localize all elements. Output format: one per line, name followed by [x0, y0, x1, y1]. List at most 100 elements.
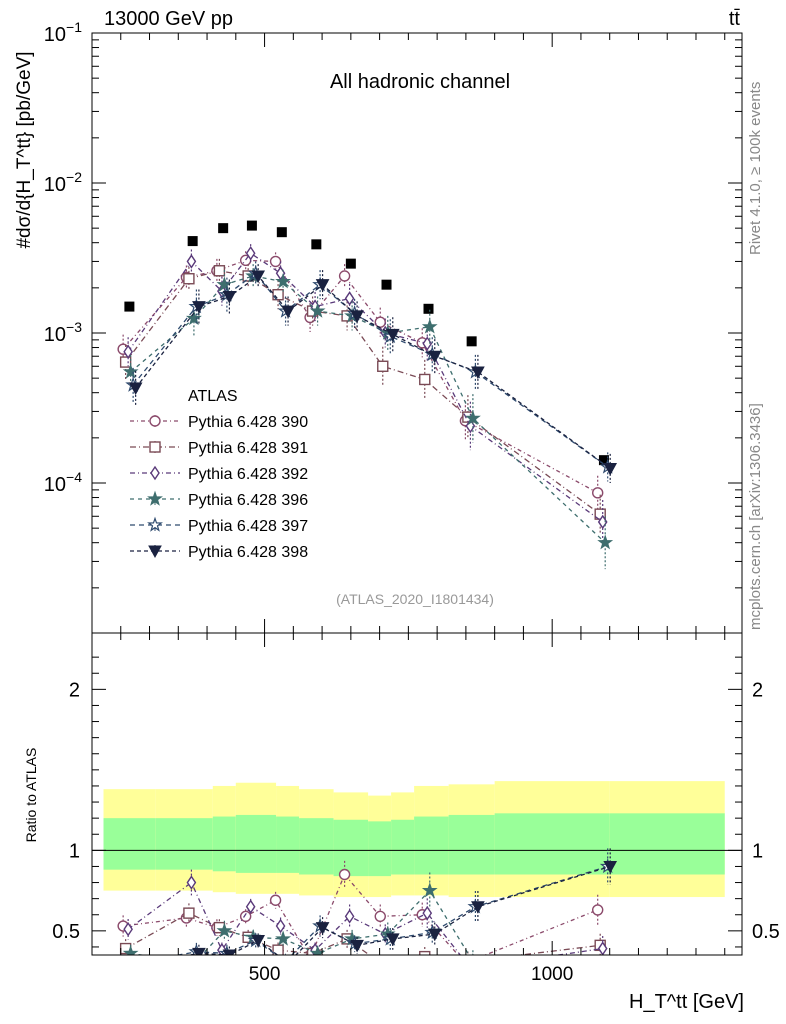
- ratio-marker: [591, 904, 604, 916]
- ratio-marker: [427, 928, 442, 942]
- ratio-marker: [378, 960, 388, 970]
- series-marker: [222, 291, 237, 304]
- ratio-plot-area: [92, 781, 742, 972]
- series-marker: [421, 318, 438, 334]
- data-point: [345, 258, 356, 269]
- series-marker: [309, 302, 326, 318]
- ratio-marker: [186, 875, 197, 890]
- legend-marker: [147, 516, 163, 532]
- axes: 500 1000 10−1 10−2 10−3 10−4 2 2 1 1 0.5 0.5: [44, 19, 780, 985]
- legend-label: Pythia 6.428 390: [188, 414, 308, 431]
- band-inner: [276, 816, 300, 873]
- mcplots-label: mcplots.cern.ch [arXiv:1306.3436]: [747, 403, 764, 630]
- band-inner: [391, 819, 415, 875]
- ratio-y-tick-label: 0.5: [52, 921, 80, 943]
- series-marker: [272, 289, 284, 301]
- ratio-marker: [216, 922, 233, 938]
- data-point: [276, 227, 287, 238]
- series-marker: [471, 366, 485, 379]
- band-inner: [368, 821, 392, 877]
- ratio-marker: [284, 953, 287, 955]
- series-marker: [119, 356, 132, 368]
- series-marker: [422, 336, 433, 351]
- legend-label-atlas: ATLAS: [188, 388, 238, 405]
- ratio-marker: [282, 958, 294, 969]
- rivet-label: Rivet 4.1.0, ≥ 100k events: [747, 82, 764, 255]
- series-marker: [122, 363, 139, 379]
- legend-label: Pythia 6.428 398: [188, 544, 308, 561]
- data-point: [246, 220, 257, 231]
- series-marker: [216, 276, 233, 292]
- ratio-y-tick-label-right: 0.5: [752, 921, 780, 943]
- ratio-line: [174, 865, 608, 955]
- series-marker: [315, 279, 330, 292]
- process-label: tt̄: [729, 8, 741, 30]
- data-point: [381, 279, 392, 290]
- data-point: [218, 223, 229, 234]
- legend-label: Pythia 6.428 391: [188, 440, 308, 457]
- ratio-marker: [422, 905, 433, 921]
- ratio-marker: [122, 945, 139, 955]
- main-plot-area: [117, 220, 618, 570]
- ratio-marker: [132, 954, 134, 955]
- legend-marker: [149, 415, 161, 427]
- series-marker: [338, 270, 351, 282]
- series-marker: [374, 316, 386, 328]
- series-marker: [213, 265, 226, 277]
- y-axis-label: #dσ/d{H_T^tt} [pb/GeV]: [14, 51, 35, 248]
- ratio-marker: [463, 956, 473, 966]
- band-inner: [103, 818, 156, 870]
- data-point: [124, 301, 135, 312]
- series-marker: [464, 409, 481, 426]
- ratio-marker: [471, 901, 485, 914]
- series-marker: [186, 254, 197, 269]
- energy-label: 13000 GeV pp: [104, 8, 233, 30]
- band-inner: [609, 813, 725, 875]
- ratio-marker: [338, 868, 351, 881]
- ratio-marker: [472, 953, 474, 955]
- ratio-line: [127, 881, 603, 955]
- ratio-marker: [374, 910, 386, 923]
- ratio-marker: [344, 909, 355, 924]
- ratio-marker: [599, 960, 611, 972]
- y-tick-label: 10−1: [44, 19, 82, 46]
- data-point: [466, 336, 477, 347]
- ratio-marker: [123, 921, 133, 937]
- data-point: [311, 239, 322, 250]
- ratio-marker: [275, 930, 292, 946]
- series-marker: [128, 382, 143, 396]
- ratio-y-tick-label-right: 2: [752, 679, 763, 701]
- ratio-marker: [251, 935, 266, 948]
- legend: ATLAS Pythia 6.428 390 Pythia 6.428 391 Pyt…: [130, 388, 308, 561]
- series-marker: [427, 350, 442, 364]
- ratio-marker: [421, 882, 438, 898]
- ratio-marker: [222, 949, 237, 955]
- data-point: [423, 303, 434, 314]
- series-marker: [269, 255, 282, 268]
- ratio-y-tick-label: 2: [69, 679, 80, 701]
- legend-label: Pythia 6.428 392: [188, 466, 308, 483]
- legend-marker: [149, 441, 161, 453]
- legend-marker: [150, 465, 160, 481]
- ratio-marker: [192, 947, 206, 955]
- series-marker: [192, 301, 206, 314]
- ratio-marker: [419, 950, 431, 955]
- ratio-y-tick-label: 1: [69, 840, 80, 862]
- ratio-marker: [183, 907, 195, 919]
- y-tick-label: 10−2: [44, 169, 82, 196]
- data-point: [598, 455, 609, 466]
- data-point: [187, 236, 198, 247]
- series-marker: [185, 310, 202, 326]
- ratio-frame: [91, 632, 743, 956]
- legend-label: Pythia 6.428 397: [188, 518, 308, 535]
- y-tick-label: 10−3: [44, 319, 82, 346]
- ratio-axis-label: Ratio to ATLAS: [23, 748, 39, 843]
- legend-marker: [148, 545, 162, 559]
- analysis-label: (ATLAS_2020_I1801434): [336, 591, 494, 607]
- ratio-marker: [350, 939, 364, 953]
- series-marker: [419, 373, 431, 386]
- ratio-marker: [460, 958, 470, 968]
- ratio-marker: [385, 933, 400, 946]
